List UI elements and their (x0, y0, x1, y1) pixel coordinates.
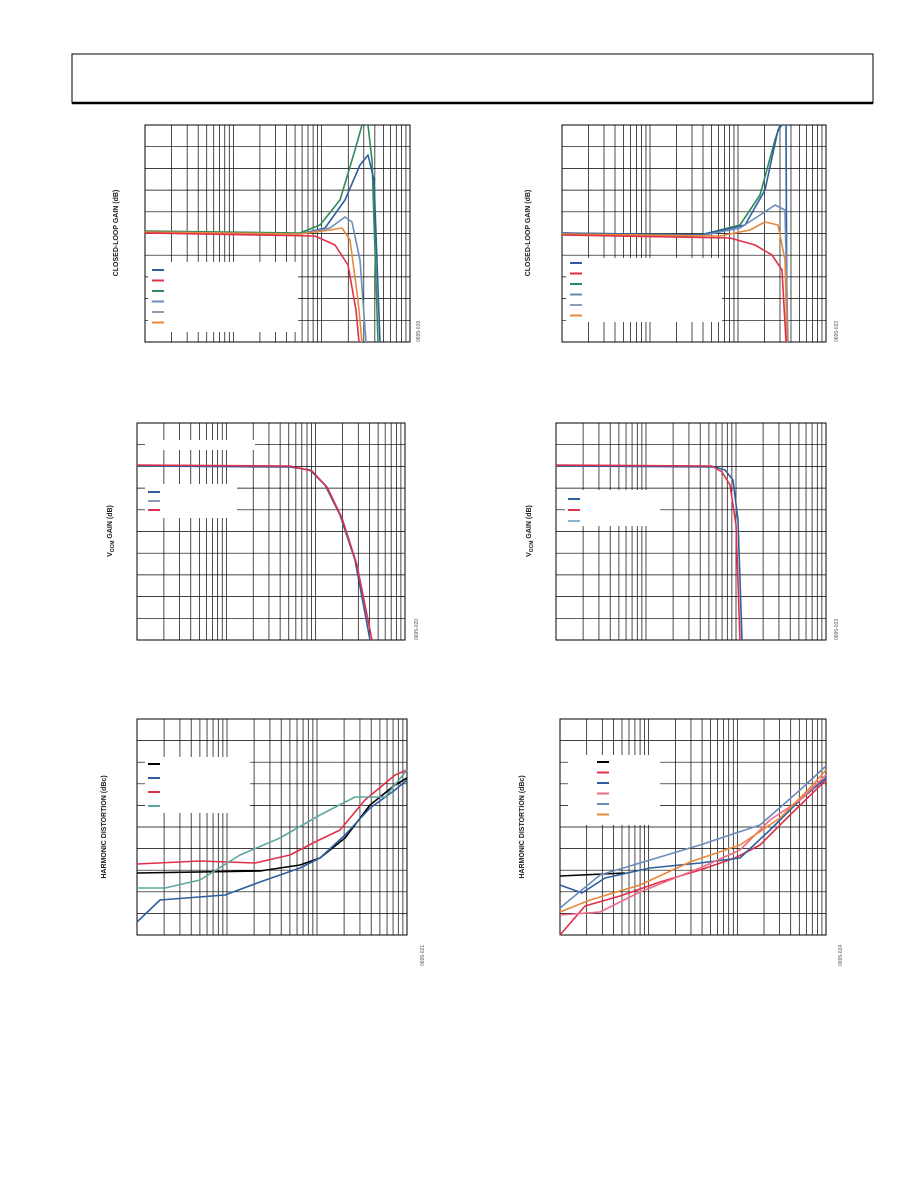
legend-box (145, 757, 250, 813)
curve (136, 769, 408, 865)
figure-id: 0695-023 (834, 619, 840, 640)
y-axis-label: CLOSED-LOOP GAIN (dB) (113, 190, 120, 277)
y-axis-label: VOCM GAIN (dB) (107, 505, 116, 557)
curve (144, 124, 379, 343)
y-label-part: V (107, 552, 114, 557)
figure-id: 0695-020 (414, 619, 420, 640)
curve (559, 765, 827, 909)
chart-2-curves (136, 440, 373, 641)
y-label-sub: OCM (529, 541, 535, 553)
labels: CLOSED-LOOP GAIN (dB) VOCM GAIN (dB) HAR… (101, 190, 844, 966)
legend-box (145, 440, 255, 450)
curve (144, 232, 360, 343)
curve (561, 234, 787, 343)
plot-frame (136, 422, 406, 641)
chart-3-curves (136, 757, 408, 923)
y-axis-label: HARMONIC DISTORTION (dBc) (101, 775, 108, 878)
curve (561, 221, 788, 343)
plot-frame (136, 718, 408, 936)
grids (136, 124, 827, 936)
y-axis-label: VOCM GAIN (dB) (526, 505, 535, 557)
legend-box (566, 258, 722, 322)
curve (555, 464, 741, 641)
curve (561, 124, 781, 236)
curve (144, 227, 363, 343)
y-label-part: V (526, 552, 533, 557)
figure-id: 0695-024 (838, 945, 844, 966)
chart-1-curves (144, 124, 381, 343)
curve (136, 777, 408, 874)
y-label-part: GAIN (dB) (526, 505, 533, 540)
curve (559, 872, 626, 877)
plot-frame (559, 718, 827, 936)
curve (559, 779, 827, 936)
curve (136, 779, 408, 923)
header-box (71, 53, 874, 104)
curve (555, 465, 743, 641)
curve (137, 769, 408, 889)
figure-id: 0695-022 (834, 321, 840, 342)
legend-box (568, 755, 660, 825)
chart-5-curves (555, 464, 743, 641)
chart-6-curves (559, 755, 827, 936)
legend-box (565, 490, 660, 526)
y-axis-label: HARMONIC DISTORTION (dBc) (519, 775, 526, 878)
figure-id: 0695-021 (420, 945, 426, 966)
legend-box (145, 484, 237, 518)
figure-id: 0695-019 (416, 321, 422, 342)
curve (559, 777, 827, 894)
y-label-sub: OCM (110, 541, 116, 553)
legend-box (148, 262, 298, 332)
chart-4-curves (561, 124, 789, 343)
curve (559, 769, 827, 913)
y-label-part: GAIN (dB) (107, 505, 114, 540)
y-axis-label: CLOSED-LOOP GAIN (dB) (525, 190, 532, 277)
plot-frame (555, 422, 827, 641)
curve (136, 464, 373, 641)
